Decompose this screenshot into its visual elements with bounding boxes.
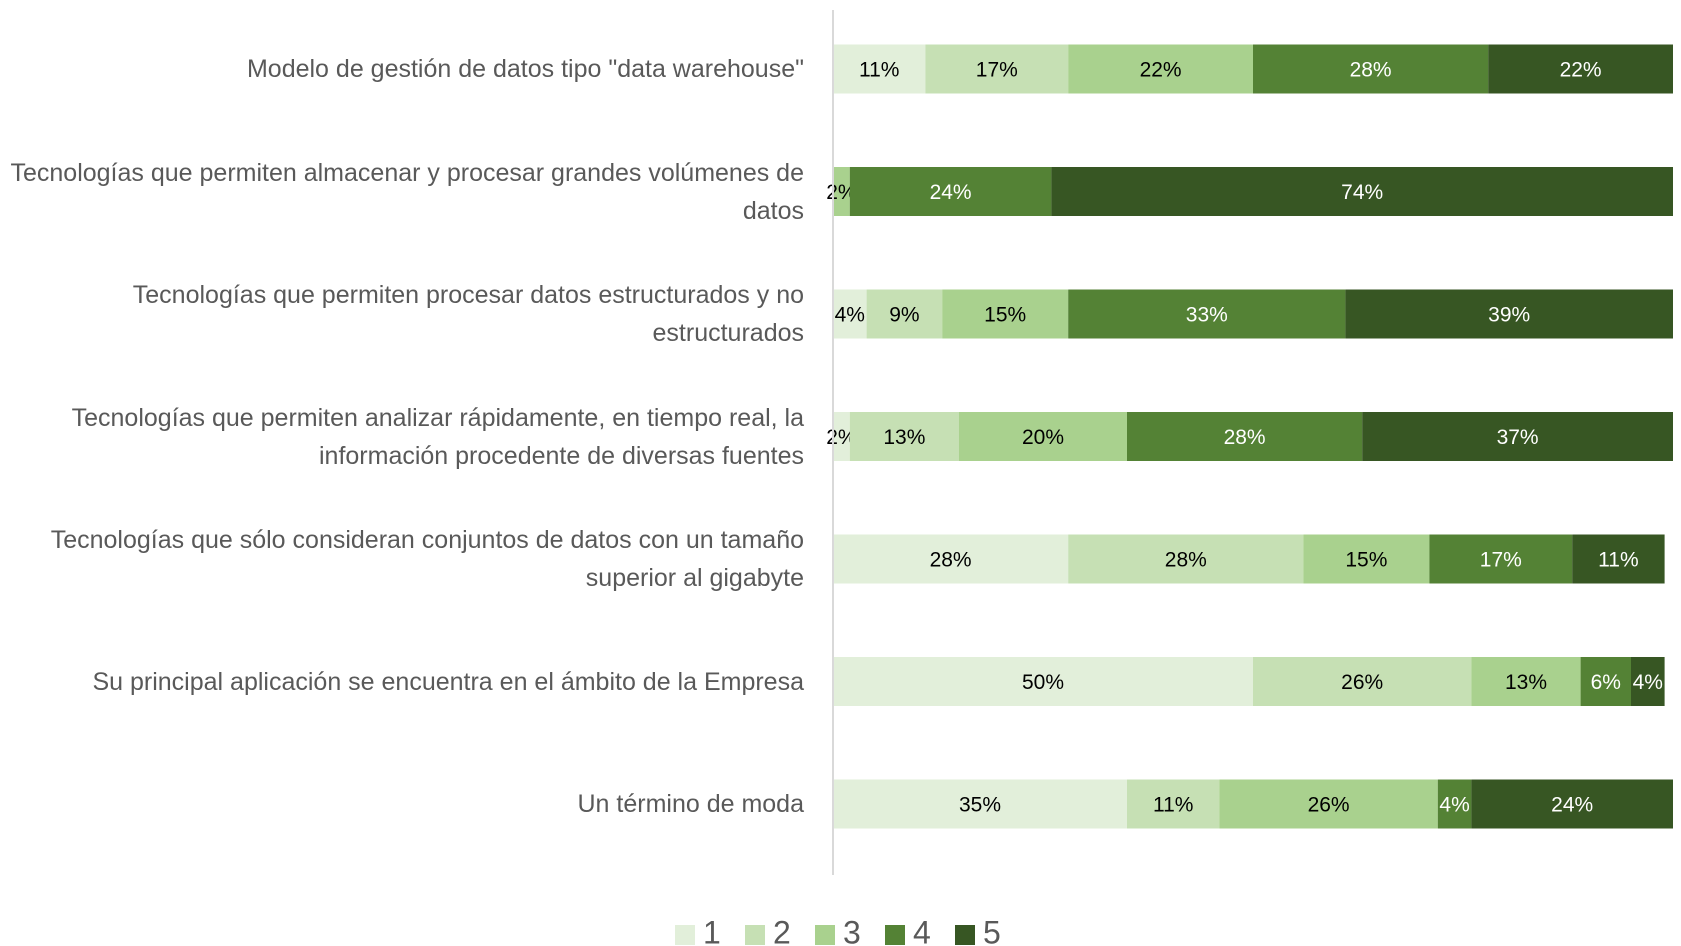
bar-segment — [833, 534, 1069, 584]
bar-segment — [1345, 289, 1673, 339]
data-label: 20% — [1022, 426, 1064, 449]
data-label: 15% — [984, 304, 1026, 327]
data-label: 37% — [1497, 426, 1539, 449]
bar-segment — [833, 412, 850, 461]
data-label: 13% — [1505, 671, 1547, 694]
bar-segment — [942, 289, 1069, 339]
data-label: 4% — [1633, 671, 1663, 694]
bar-segment — [849, 167, 1052, 216]
bar-segment — [849, 412, 959, 461]
data-label: 15% — [1345, 549, 1387, 572]
category-label: Modelo de gestión de datos tipo "data wa… — [246, 55, 804, 83]
bar-segment — [1068, 289, 1346, 339]
bar-segment — [1631, 657, 1665, 706]
legend-swatch — [815, 925, 835, 945]
data-label: 24% — [1551, 794, 1593, 817]
category-label: Tecnologías que permiten procesar datos … — [132, 281, 804, 347]
bar-segment — [959, 412, 1127, 461]
legend-label: 4 — [913, 914, 931, 946]
bar-segment — [833, 289, 867, 339]
legend-swatch — [675, 925, 695, 945]
legend-label: 3 — [843, 914, 861, 946]
bar-segment — [1471, 657, 1581, 706]
bar-segment — [1303, 534, 1430, 584]
data-label: 17% — [1480, 549, 1522, 572]
bar-segment — [1429, 534, 1573, 584]
bar-segment — [1253, 44, 1489, 94]
data-label: 26% — [1308, 794, 1350, 817]
legend-swatch — [955, 925, 975, 945]
legend-label: 1 — [703, 914, 721, 946]
legend-swatch — [885, 925, 905, 945]
data-label: 50% — [1022, 671, 1064, 694]
data-label: 35% — [959, 794, 1001, 817]
bar-segment — [833, 657, 1253, 706]
data-label: 9% — [889, 304, 919, 327]
data-label: 74% — [1341, 181, 1383, 204]
bar-segment — [833, 167, 850, 216]
data-label: 39% — [1488, 304, 1530, 327]
legend-label: 2 — [773, 914, 791, 946]
data-label: 13% — [883, 426, 925, 449]
bar-segment — [1127, 779, 1220, 829]
bar-segment — [1572, 534, 1665, 584]
bar-segment — [866, 289, 943, 339]
data-label: 22% — [1560, 59, 1602, 82]
bar-segment — [1068, 44, 1253, 94]
category-label: Un término de moda — [577, 790, 804, 818]
data-label: 24% — [930, 181, 972, 204]
data-label: 33% — [1186, 304, 1228, 327]
data-label: 4% — [835, 304, 865, 327]
data-label: 11% — [1153, 794, 1193, 817]
data-label: 22% — [1140, 59, 1182, 82]
bar-segment — [1580, 657, 1631, 706]
bar-segment — [833, 779, 1127, 829]
data-label: 11% — [859, 59, 899, 82]
bar-segment — [1127, 412, 1363, 461]
data-label: 28% — [930, 549, 972, 572]
bar-segment — [925, 44, 1069, 94]
bar-segment — [1362, 412, 1673, 461]
bar-segment — [1068, 534, 1304, 584]
bar-segment — [1051, 167, 1673, 216]
data-label: 28% — [1350, 59, 1392, 82]
data-label: 17% — [976, 59, 1018, 82]
category-label: Tecnologías que permiten almacenar y pro… — [10, 158, 804, 225]
data-label: 6% — [1591, 671, 1621, 694]
data-label: 28% — [1165, 549, 1207, 572]
data-label: 26% — [1341, 671, 1383, 694]
legend-label: 5 — [983, 914, 1001, 946]
data-label: 11% — [1598, 549, 1638, 572]
bar-segment — [1471, 779, 1673, 829]
bar-segment — [1488, 44, 1673, 94]
bar-segment — [833, 44, 926, 94]
category-label: Tecnologías que permiten analizar rápida… — [71, 403, 804, 470]
category-label: Tecnologías que sólo consideran conjunto… — [50, 526, 804, 592]
bar-segment — [1437, 779, 1472, 829]
data-label: 28% — [1224, 426, 1266, 449]
category-label: Su principal aplicación se encuentra en … — [92, 667, 804, 696]
bar-segment — [1253, 657, 1472, 706]
legend-swatch — [745, 925, 765, 945]
data-label: 4% — [1439, 794, 1469, 817]
bar-segment — [1219, 779, 1438, 829]
